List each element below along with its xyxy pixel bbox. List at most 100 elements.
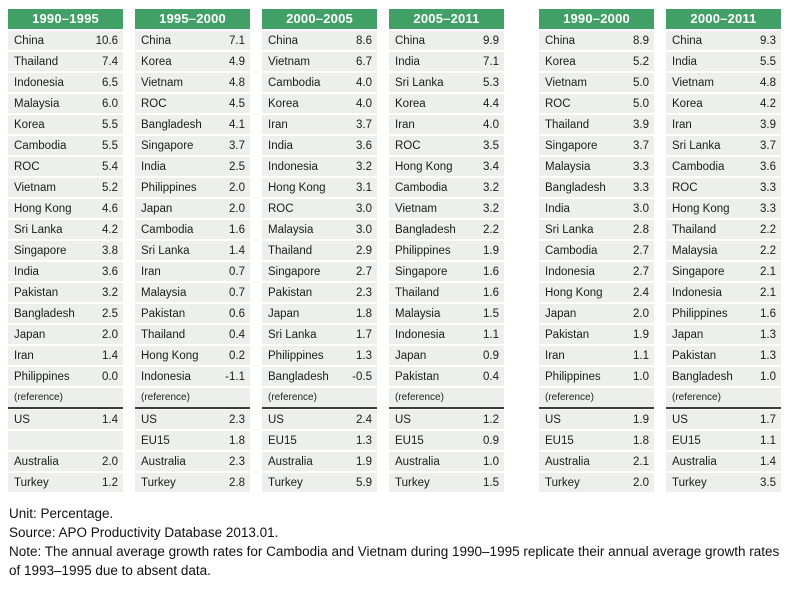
table-row: Turkey 2.8 [135, 473, 250, 492]
economy-label: Bangladesh [141, 118, 202, 131]
table-row: Malaysia 0.7 [135, 283, 250, 302]
economy-label: Hong Kong [395, 160, 453, 173]
economy-label: Korea [545, 55, 576, 68]
economy-label: Pakistan [141, 307, 186, 320]
table-row: Philippines 1.6 [666, 304, 781, 323]
economy-label: Japan [545, 307, 577, 320]
table-row: Philippines 0.0 [8, 367, 123, 386]
value-cell: 5.0 [633, 76, 649, 89]
table-row: Thailand 7.4 [8, 52, 123, 71]
table-row: US 2.4 [262, 410, 377, 429]
value-cell: 1.4 [229, 244, 245, 257]
value-cell: 1.1 [633, 349, 649, 362]
table-row: Singapore 2.1 [666, 262, 781, 281]
economy-label: Sri Lanka [545, 223, 594, 236]
economy-label: US [141, 413, 157, 426]
table-row [8, 431, 123, 450]
value-cell: 7.1 [229, 34, 245, 47]
economy-label: Turkey [672, 476, 707, 489]
period-table-2000-2011: 2000–2011 China 9.3 India 5.5 Vietnam 4.8 Korea… [666, 9, 781, 494]
table-row: Australia 2.3 [135, 452, 250, 471]
table-row: China 9.9 [389, 31, 504, 50]
economy-label: EU15 [395, 434, 424, 447]
table-row: US 2.3 [135, 410, 250, 429]
table-row: Pakistan 2.3 [262, 283, 377, 302]
economy-label: (reference) [395, 392, 444, 403]
economy-label: (reference) [672, 392, 721, 403]
value-cell: 5.9 [356, 476, 372, 489]
table-row: Indonesia 1.1 [389, 325, 504, 344]
value-cell: 3.0 [356, 202, 372, 215]
table-row: Hong Kong 4.6 [8, 199, 123, 218]
value-cell: 4.8 [229, 76, 245, 89]
value-cell: 1.9 [356, 455, 372, 468]
table-row: Bangladesh 2.2 [389, 220, 504, 239]
table-row: Vietnam 4.8 [135, 73, 250, 92]
value-cell: 2.9 [356, 244, 372, 257]
value-cell: 2.7 [633, 244, 649, 257]
value-cell: 4.6 [102, 202, 118, 215]
table-row: Malaysia 6.0 [8, 94, 123, 113]
table-row: US 1.4 [8, 410, 123, 429]
data-note: Note: The annual average growth rates fo… [9, 544, 780, 579]
table-row: Pakistan 0.4 [389, 367, 504, 386]
value-cell: 1.5 [483, 476, 499, 489]
value-cell: 5.0 [633, 97, 649, 110]
economy-label: ROC [14, 160, 40, 173]
period-header: 1990–2000 [539, 9, 654, 29]
value-cell: 2.7 [633, 265, 649, 278]
table-row: Korea 4.2 [666, 94, 781, 113]
table-row: EU15 1.8 [539, 431, 654, 450]
economy-label: Korea [14, 118, 45, 131]
table-row: Sri Lanka 1.4 [135, 241, 250, 260]
value-cell: 7.1 [483, 55, 499, 68]
value-cell: 4.2 [102, 223, 118, 236]
economy-label: Cambodia [14, 139, 67, 152]
period-table-2000-2005: 2000–2005 China 8.6 Vietnam 6.7 Cambodia 4.0 Ko… [262, 9, 377, 494]
table-row: Indonesia 3.2 [262, 157, 377, 176]
table-row: Hong Kong 2.4 [539, 283, 654, 302]
table-row: Bangladesh 3.3 [539, 178, 654, 197]
value-cell: 3.5 [760, 476, 776, 489]
value-cell: 2.3 [229, 455, 245, 468]
value-cell: 1.2 [483, 413, 499, 426]
table-row: US 1.9 [539, 410, 654, 429]
value-cell: 1.8 [356, 307, 372, 320]
economy-label: Pakistan [268, 286, 313, 299]
economy-label: Singapore [141, 139, 194, 152]
economy-label: Thailand [14, 55, 59, 68]
table-row: Pakistan 1.9 [539, 325, 654, 344]
table-row: Cambodia 4.0 [262, 73, 377, 92]
economy-label: Australia [268, 455, 313, 468]
value-cell: 9.3 [760, 34, 776, 47]
table-row: Japan 2.0 [135, 199, 250, 218]
economy-label: Philippines [395, 244, 451, 257]
economy-label: Cambodia [545, 244, 598, 257]
period-table-1990-2000: 1990–2000 China 8.9 Korea 5.2 Vietnam 5.0 ROC 5.… [539, 9, 654, 494]
table-row: Indonesia 6.5 [8, 73, 123, 92]
table-row: Thailand 2.2 [666, 220, 781, 239]
value-cell: 0.9 [483, 349, 499, 362]
economy-label: Turkey [14, 476, 49, 489]
table-row: Thailand 2.9 [262, 241, 377, 260]
table-row: Vietnam 5.0 [539, 73, 654, 92]
value-cell: 5.5 [102, 139, 118, 152]
economy-label: Philippines [672, 307, 728, 320]
value-cell: 6.0 [102, 97, 118, 110]
value-cell: 2.2 [760, 244, 776, 257]
table-row: EU15 0.9 [389, 431, 504, 450]
value-cell: 3.6 [356, 139, 372, 152]
value-cell: 6.5 [102, 76, 118, 89]
economy-label: US [14, 413, 30, 426]
value-cell: 3.5 [483, 139, 499, 152]
table-row: Turkey 1.2 [8, 473, 123, 492]
value-cell: 1.4 [760, 455, 776, 468]
economy-label: Iran [545, 349, 565, 362]
economy-label: Turkey [545, 476, 580, 489]
economy-label: Hong Kong [545, 286, 603, 299]
table-row: Australia 2.1 [539, 452, 654, 471]
economy-label: Korea [395, 97, 426, 110]
table-row: Sri Lanka 1.7 [262, 325, 377, 344]
economy-label: Philippines [141, 181, 197, 194]
economy-label: Japan [141, 202, 173, 215]
